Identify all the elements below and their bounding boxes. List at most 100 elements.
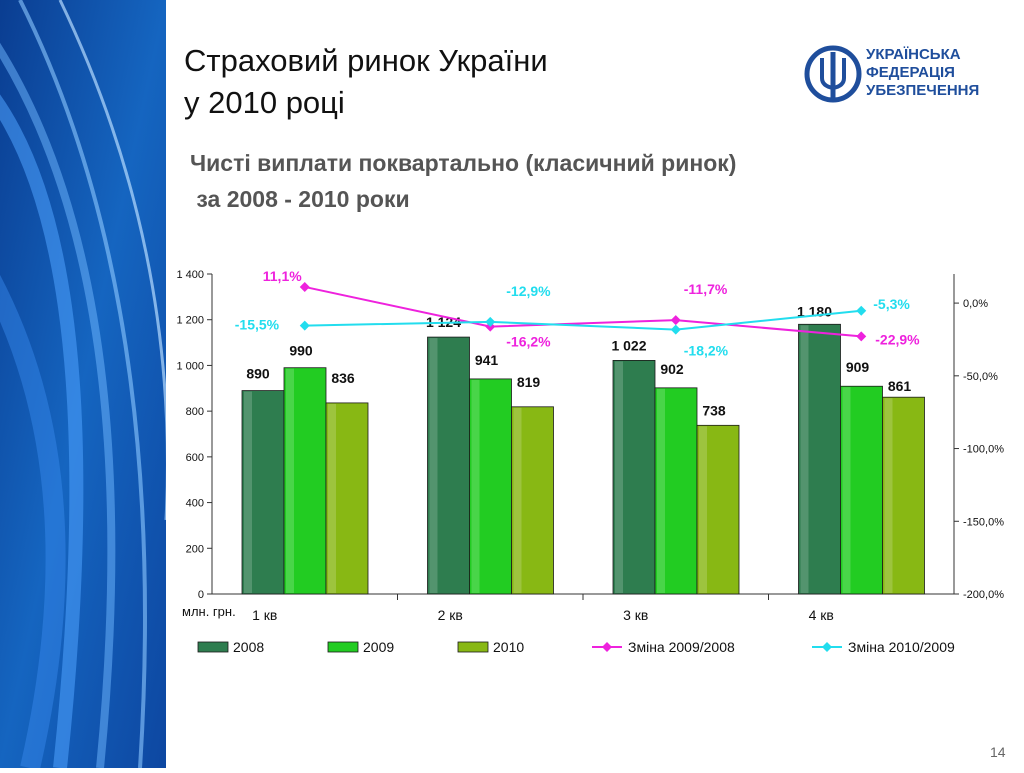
y-tick-label: 0 [198,589,204,601]
page-title: Страховий ринок України у 2010 році [184,40,548,124]
chart-axes: 0 200 400 600 800 1 000 1 200 1 400 1 кв 2 кв 3 кв… [176,269,1004,623]
y2-tick-label: -150,0% [963,516,1004,528]
legend-marker [822,642,832,652]
line-Зміна 2010/2009 [304,309,862,331]
bar-data-label: 990 [289,343,313,359]
bar-highlight [328,403,336,593]
y-tick-label: 200 [186,543,204,555]
bar-highlight [429,338,438,593]
bar-highlight [657,388,665,593]
bar-2010-1кв [325,402,369,595]
line-Зміна 2009/2008 [304,285,862,338]
bar-highlight [471,379,480,593]
line-data-label: -22,9% [875,331,920,347]
bar-highlight [513,407,522,593]
line-data-label: -15,5% [235,317,280,333]
bar-2009-1кв [283,367,327,595]
chart-lines: 11,1% -16,2% -11,7% -22,9% -15,5% -12,9% -18,2… [235,268,920,359]
logo-text: УКРАЇНСЬКА ФЕДЕРАЦІЯ УБЕЗПЕЧЕННЯ [866,46,979,100]
bar-highlight [286,368,294,593]
bar-2010-4кв [882,396,925,595]
bar-highlight [884,398,893,593]
legend-swatch-2009 [327,641,359,653]
legend-marker [602,642,612,652]
y-tick-label: 1 400 [176,269,204,281]
left-decorative-band [0,0,169,771]
y-tick-label: 1 000 [176,360,204,372]
x-tick-label: 4 кв [809,607,834,623]
legend-label: Зміна 2010/2009 [848,639,955,655]
line-point-marker [856,305,867,316]
bar-2008-2кв [427,336,470,595]
claims-chart: 0 200 400 600 800 1 000 1 200 1 400 1 кв 2 кв 3 кв… [176,268,1004,655]
y-tick-label: 800 [186,406,204,418]
bar-2009-3кв [654,387,698,595]
legend-swatch-2010 [457,641,489,653]
bar-2010-2кв [511,406,554,595]
blue-arc-decoration [0,0,169,771]
y-tick-label: 400 [186,498,204,510]
bar-highlight [842,387,851,593]
bar-highlight [615,361,623,593]
line-point-marker [670,315,681,326]
chart-bars [241,323,925,595]
bar-data-label: 819 [517,374,541,390]
bar-highlight [244,391,252,593]
line-data-label: -12,9% [506,283,551,299]
line-point-marker [299,281,310,292]
bar-2008-3кв [612,360,656,595]
line-data-label: -18,2% [684,343,729,359]
x-tick-label: 1 кв [252,607,277,623]
logo-text-line-1: УКРАЇНСЬКА [866,46,961,63]
bar-2010-3кв [696,424,740,595]
logo-text-line-2: ФЕДЕРАЦІЯ [866,64,955,81]
line-data-label: -16,2% [506,334,551,350]
bar-data-label: 902 [660,361,684,377]
bar-2009-4кв [840,385,883,595]
x-tick-label: 3 кв [623,607,648,623]
line-point-marker [485,316,496,327]
subtitle-line-1: Чисті виплати поквартально (класичний ри… [190,150,737,176]
legend-label: 2008 [233,639,264,655]
line-point-marker [856,331,867,342]
bar-data-label: 1 022 [611,337,646,353]
bar-data-label: 738 [702,402,726,418]
legend-label: 2009 [363,639,394,655]
legend-label: Зміна 2009/2008 [628,639,735,655]
y-unit-label: млн. грн. [182,604,236,619]
subtitle-line-2: за 2008 - 2010 роки [190,186,410,212]
page-number: 14 [990,744,1006,760]
logo-text-line-3: УБЕЗПЕЧЕННЯ [866,82,980,99]
bar-data-label: 890 [246,366,270,382]
bar-data-label: 861 [888,378,912,394]
x-tick-label: 2 кв [438,607,463,623]
legend-label: 2010 [493,639,524,655]
bar-data-label: 941 [475,352,499,368]
bar-2009-2кв [469,378,512,595]
bar-2008-1кв [241,390,285,595]
line-point-marker [670,324,681,335]
title-line-2: у 2010 році [184,85,345,120]
y2-tick-label: 0,0% [963,298,988,310]
y-tick-label: 600 [186,452,204,464]
bar-2008-4кв [798,323,841,595]
y-tick-label: 1 200 [176,315,204,327]
bar-data-label: 909 [846,359,870,375]
federation-logo: УКРАЇНСЬКА ФЕДЕРАЦІЯ УБЕЗПЕЧЕННЯ [804,44,994,104]
bar-data-label: 836 [331,370,355,386]
trident-logo-icon [804,45,862,103]
y2-tick-label: -100,0% [963,444,1004,456]
bar-highlight [800,325,809,593]
page-subtitle: Чисті виплати поквартально (класичний ри… [190,145,736,217]
chart-legend: 2008 2009 2010 Зміна 2009/2008 Зміна 2010/20… [197,639,955,655]
title-line-1: Страховий ринок України [184,43,548,78]
line-data-label: -11,7% [684,281,728,297]
y2-tick-label: -200,0% [963,589,1004,601]
y2-tick-label: -50,0% [963,371,998,383]
line-data-label: 11,1% [263,268,302,284]
line-data-label: -5,3% [873,296,910,312]
legend-swatch-2008 [197,641,229,653]
line-point-marker [299,320,310,331]
bar-highlight [699,426,707,593]
